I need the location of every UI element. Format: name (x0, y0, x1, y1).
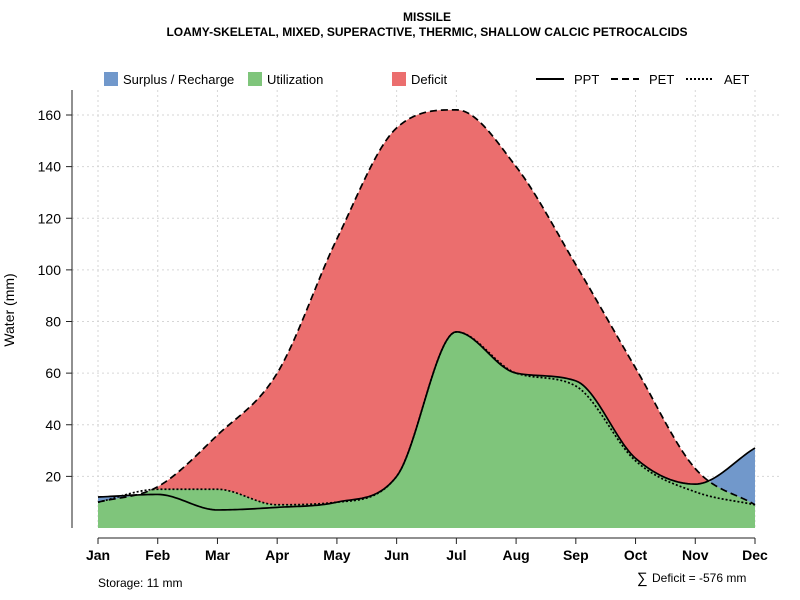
legend-item-surplus-recharge: Surplus / Recharge (104, 72, 234, 87)
y-tick-label: 140 (38, 159, 62, 175)
legend-item-ppt: PPT (536, 72, 599, 87)
area-fills (98, 109, 755, 528)
x-tick-label-mar: Mar (205, 547, 230, 563)
series-lines (97, 108, 756, 511)
x-tick-label-oct: Oct (624, 547, 648, 563)
storage-note: Storage: 11 mm (98, 576, 182, 590)
legend: Surplus / Recharge Utilization Deficit PPT P… (104, 72, 749, 87)
x-tick-label-jan: Jan (86, 547, 110, 563)
legend-label: AET (724, 72, 749, 87)
chart-subtitle: LOAMY-SKELETAL, MIXED, SUPERACTIVE, THER… (166, 25, 687, 39)
legend-label: Utilization (267, 72, 323, 87)
y-tick-label: 160 (38, 107, 62, 123)
deficit-symbol: ∑ (637, 570, 648, 587)
legend-item-utilization: Utilization (248, 72, 323, 87)
x-tick-label-sep: Sep (563, 547, 589, 563)
legend-swatch (248, 72, 262, 86)
y-tick-label: 40 (45, 417, 61, 433)
legend-swatch (104, 72, 118, 86)
series-line-aet (97, 330, 756, 506)
x-tick-label-may: May (323, 547, 350, 563)
surplus-area (710, 447, 755, 505)
deficit-total-note: Deficit = -576 mm (652, 571, 746, 585)
x-tick-label-aug: Aug (502, 547, 529, 563)
y-tick-label: 120 (38, 210, 62, 226)
chart-title: MISSILE (403, 10, 451, 24)
y-tick-label: 60 (45, 365, 61, 381)
y-tick-label: 20 (45, 468, 61, 484)
x-tick-label-jul: Jul (446, 547, 466, 563)
x-tick-label-apr: Apr (265, 547, 290, 563)
legend-item-aet: AET (686, 72, 749, 87)
legend-label: PPT (574, 72, 599, 87)
legend-label: PET (649, 72, 674, 87)
y-tick-label: 100 (38, 262, 62, 278)
series-line-ppt (97, 330, 756, 511)
series-line-pet (97, 108, 756, 506)
x-tick-label-jun: Jun (384, 547, 409, 563)
x-tick-label-feb: Feb (145, 547, 170, 563)
legend-label: Surplus / Recharge (123, 72, 234, 87)
y-tick-label: 80 (45, 314, 61, 330)
legend-label: Deficit (411, 72, 448, 87)
utilization-area (98, 331, 755, 528)
legend-item-pet: PET (611, 72, 674, 87)
axes: 20 40 60 80 100 120 140 160 Jan Feb Mar Apr May Jun Ju… (38, 90, 768, 563)
legend-item-deficit: Deficit (392, 72, 448, 87)
y-axis-label: Water (mm) (1, 273, 17, 346)
x-tick-label-dec: Dec (742, 547, 768, 563)
x-tick-label-nov: Nov (682, 547, 709, 563)
legend-swatch (392, 72, 406, 86)
